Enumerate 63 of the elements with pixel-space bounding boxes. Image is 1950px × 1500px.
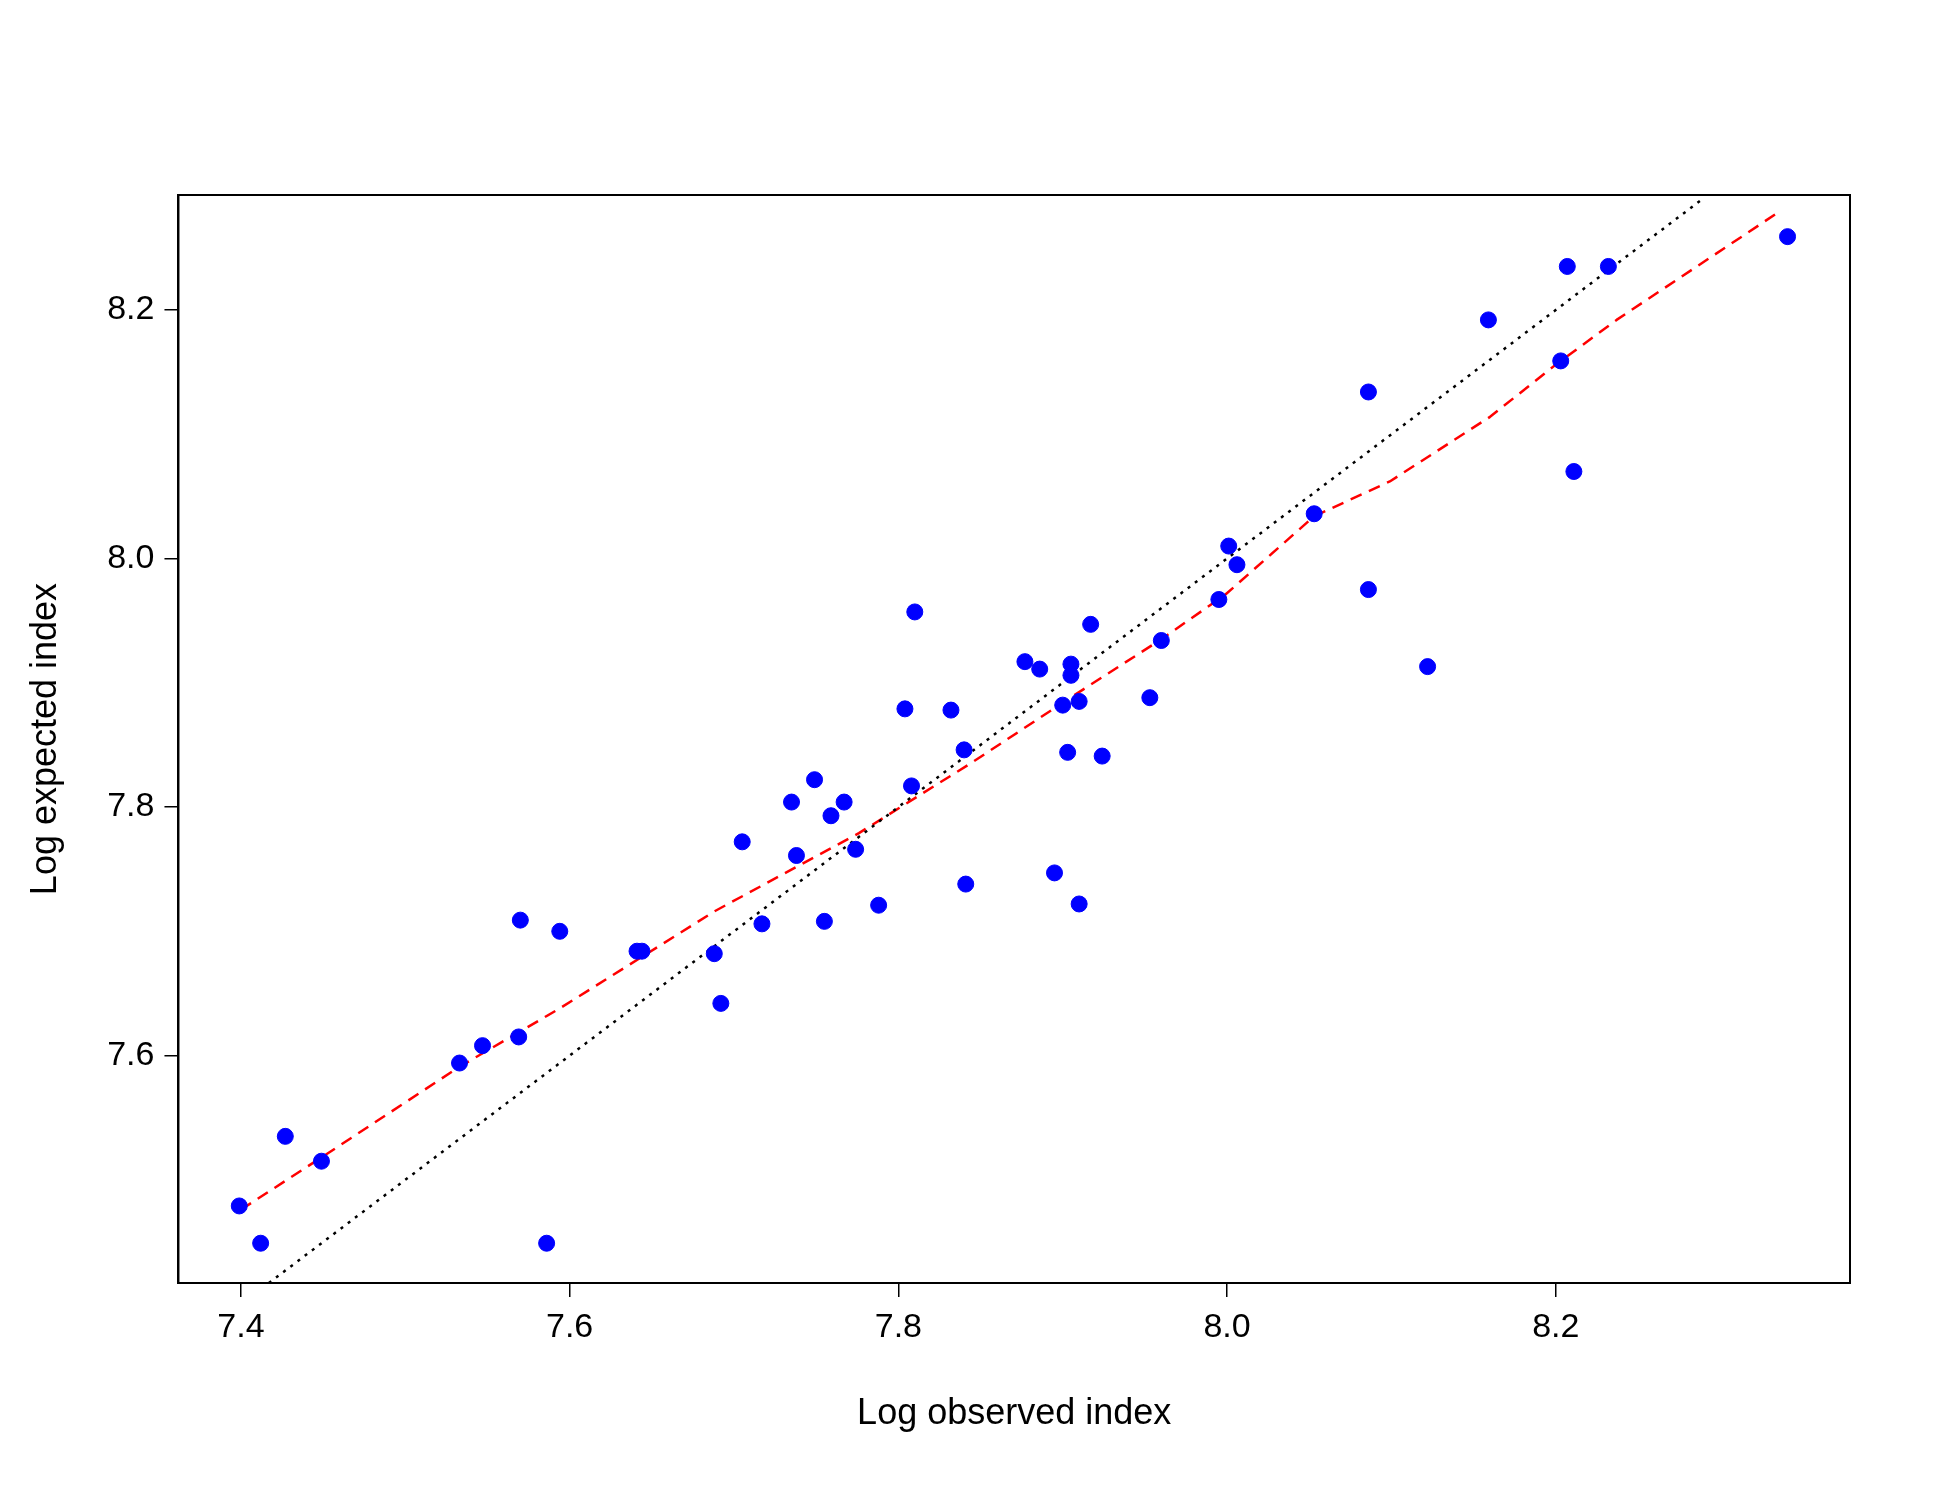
point: [942, 701, 960, 719]
point: [903, 777, 921, 795]
point: [1059, 743, 1077, 761]
point: [1152, 632, 1170, 650]
point: [1031, 660, 1049, 678]
point: [551, 922, 569, 940]
point: [1359, 383, 1377, 401]
point: [1419, 658, 1437, 676]
point: [1479, 311, 1497, 329]
point: [1046, 864, 1063, 882]
x-tick-label: 8.0: [1203, 1305, 1251, 1344]
point: [806, 771, 824, 789]
point: [815, 912, 833, 930]
point: [312, 1152, 330, 1170]
x-axis-title: Log observed index: [857, 1391, 1172, 1433]
point: [1070, 692, 1088, 710]
x-tick-label: 8.2: [1532, 1305, 1580, 1344]
x-tick-label: 7.8: [874, 1305, 922, 1344]
y-axis-title: Log expected index: [22, 582, 64, 896]
point: [1599, 257, 1617, 275]
point: [511, 911, 529, 929]
point: [1141, 689, 1159, 707]
y-tick-label: 7.6: [107, 1033, 155, 1072]
point: [1016, 653, 1034, 671]
point: [1093, 747, 1111, 765]
point: [474, 1037, 492, 1055]
point: [1305, 505, 1323, 523]
point: [451, 1054, 469, 1072]
point: [870, 896, 888, 914]
point: [957, 875, 975, 893]
point: [753, 915, 771, 933]
point: [1779, 228, 1797, 246]
point: [822, 807, 840, 825]
x-tick-label: 7.4: [217, 1305, 265, 1344]
point: [1565, 463, 1583, 481]
point: [1220, 537, 1238, 555]
point: [1070, 895, 1088, 913]
point: [1228, 556, 1246, 574]
point: [230, 1197, 248, 1215]
x-tick-label: 7.6: [546, 1305, 594, 1344]
point: [896, 700, 914, 718]
y-tick-label: 8.0: [107, 536, 155, 575]
point: [847, 840, 865, 858]
point: [787, 847, 805, 865]
point: [538, 1234, 556, 1252]
y-tick-label: 8.2: [107, 288, 155, 327]
point: [1558, 257, 1576, 275]
point: [733, 833, 751, 851]
point: [252, 1234, 270, 1252]
y-tick-label: 7.8: [107, 785, 155, 824]
point: [955, 741, 973, 759]
point: [276, 1127, 294, 1145]
point: [1054, 696, 1072, 714]
point: [906, 603, 924, 621]
point: [1359, 581, 1377, 599]
point: [712, 994, 730, 1012]
point: [1082, 615, 1100, 633]
point: [783, 793, 801, 811]
point: [705, 945, 723, 963]
point: [1210, 591, 1228, 609]
point: [835, 793, 853, 811]
point: [510, 1028, 528, 1046]
point: [1552, 352, 1570, 370]
